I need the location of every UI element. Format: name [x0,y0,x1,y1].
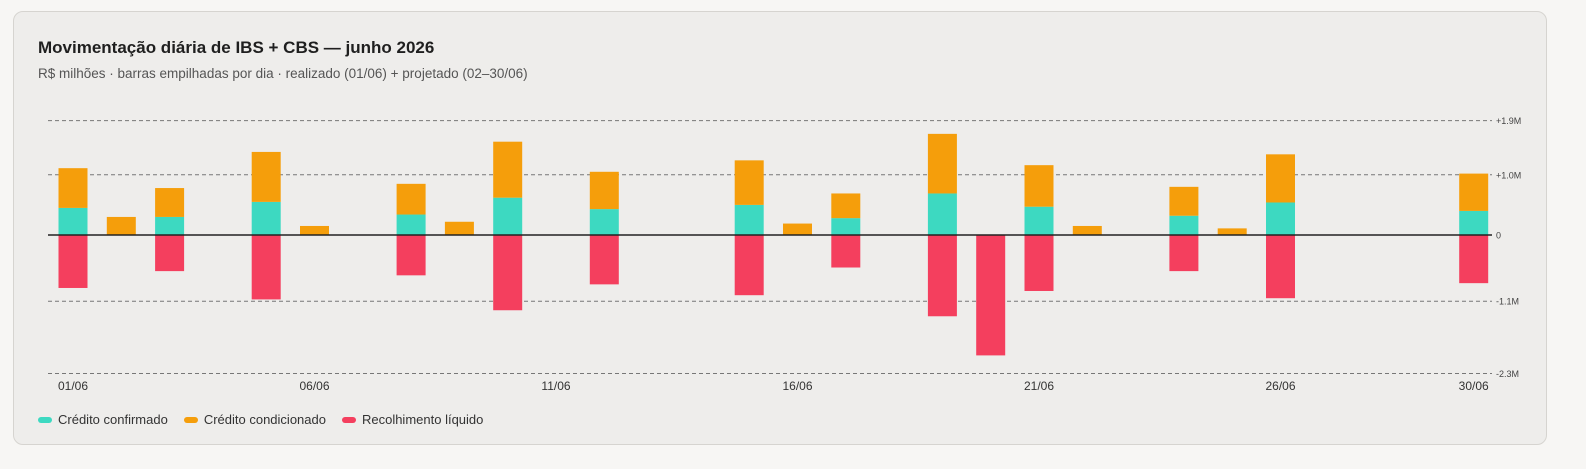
bar-recolhimento-liquido [1459,235,1489,284]
legend-item-confirmado[interactable]: Crédito confirmado [38,412,168,427]
legend-label-condicionado: Crédito condicionado [203,412,326,427]
bar-credito-confirmado [1024,206,1054,235]
legend-swatch-recolhimento [341,416,356,423]
legend-item-recolhimento[interactable]: Recolhimento líquido [341,412,484,427]
x-tick-label: 16/06 [782,379,812,393]
bar-credito-condicionado [1169,186,1199,216]
x-tick-label: 11/06 [541,379,570,393]
bar-credito-condicionado [927,133,957,194]
bar-credito-condicionado [251,151,281,202]
bar-recolhimento-liquido [976,235,1006,356]
legend-swatch-condicionado [183,416,198,423]
bar-recolhimento-liquido [1169,235,1199,272]
chart-title: Movimentação diária de IBS + CBS — junho… [38,38,435,57]
bar-credito-confirmado [493,197,523,235]
legend-label-recolhimento: Recolhimento líquido [361,412,484,427]
bar-credito-confirmado [396,214,426,235]
y-tick-label: -2.3M [1496,369,1519,379]
bar-recolhimento-liquido [58,235,88,288]
bar-credito-condicionado [1024,165,1054,207]
bar-credito-confirmado [58,207,88,235]
bar-credito-condicionado [1266,154,1295,203]
bar-credito-condicionado [783,223,812,235]
bar-credito-condicionado [444,221,474,235]
bar-recolhimento-liquido [251,235,281,300]
y-tick-label: +1.9M [1496,116,1521,126]
bar-recolhimento-liquido [1266,235,1295,299]
y-tick-label: -1.1M [1496,297,1519,307]
bar-credito-confirmado [155,216,185,235]
bar-recolhimento-liquido [589,235,619,285]
bar-credito-condicionado [106,216,136,235]
x-tick-label: 01/06 [58,379,88,393]
bar-credito-condicionado [1217,228,1247,235]
x-tick-label: 06/06 [299,379,329,393]
bar-credito-confirmado [927,193,957,235]
bar-recolhimento-liquido [831,235,861,268]
bar-credito-confirmado [251,201,281,235]
bar-credito-condicionado [589,171,619,210]
legend-label-confirmado: Crédito confirmado [58,412,168,427]
bar-credito-confirmado [589,209,619,235]
bar-recolhimento-liquido [155,235,185,272]
bar-credito-condicionado [493,141,523,198]
bar-credito-condicionado [1072,225,1102,235]
chart-legend: Crédito confirmado Crédito condicionado … [38,412,483,427]
bar-recolhimento-liquido [396,235,426,276]
bar-credito-condicionado [734,160,764,205]
legend-item-condicionado[interactable]: Crédito condicionado [183,412,326,427]
bar-credito-confirmado [831,218,861,235]
legend-swatch-confirmado [38,416,52,423]
y-tick-label: 0 [1496,231,1501,241]
bar-credito-confirmado [1169,215,1199,235]
bar-credito-condicionado [300,225,329,235]
bar-credito-condicionado [58,168,88,208]
chart-subtitle: R$ milhões · barras empilhadas por dia ·… [38,66,528,81]
bar-credito-confirmado [734,204,764,235]
bar-credito-confirmado [1459,210,1489,235]
bar-recolhimento-liquido [927,235,957,317]
bar-recolhimento-liquido [1024,235,1054,291]
y-tick-label: +1.0M [1496,170,1521,180]
bar-recolhimento-liquido [734,235,764,296]
x-tick-label: 21/06 [1024,379,1054,393]
bar-credito-confirmado [1266,202,1295,235]
bar-credito-condicionado [1459,173,1489,211]
bar-recolhimento-liquido [493,235,523,311]
bar-credito-condicionado [155,188,185,217]
bar-credito-condicionado [396,183,426,215]
x-tick-label: 26/06 [1265,379,1295,393]
bar-credito-condicionado [831,193,861,219]
x-tick-label: 30/06 [1459,379,1489,393]
